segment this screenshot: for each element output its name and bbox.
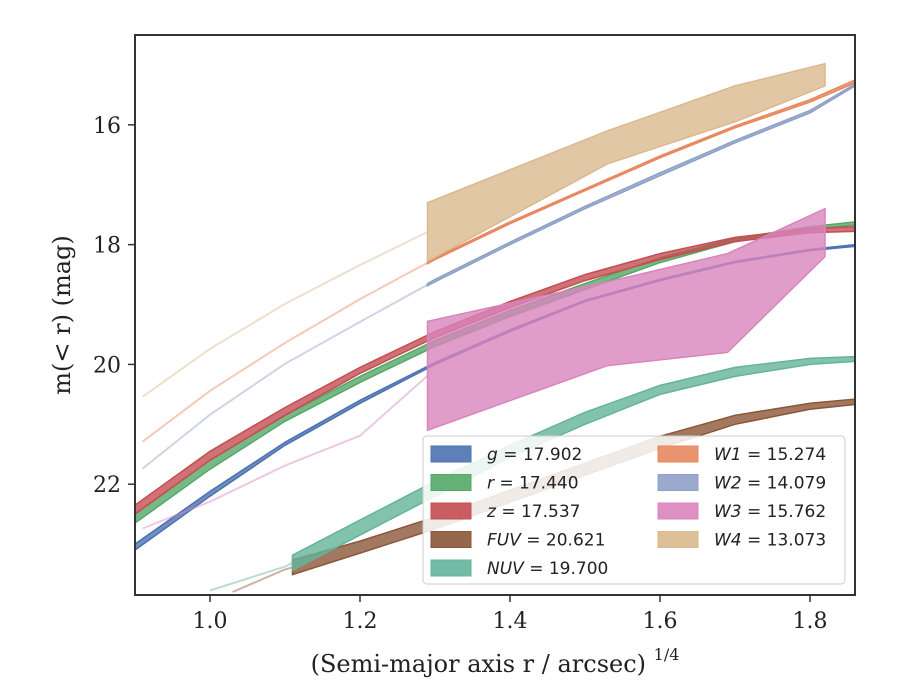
x-tick-label: 1.6: [643, 609, 678, 634]
series-w2-band: [426, 83, 855, 288]
legend-box: [422, 435, 846, 585]
y-axis: 16 18 20 22: [93, 114, 135, 498]
x-tick-label: 1.4: [493, 609, 528, 634]
series-z: [135, 225, 855, 516]
legend-label-nuv: NUV = 19.700: [487, 559, 608, 579]
series-w4: [141, 62, 826, 398]
legend-swatch-nuv: [430, 559, 472, 577]
legend-label-fuv: FUV = 20.621: [487, 531, 605, 551]
legend-label-g: g = 17.902: [487, 445, 582, 465]
plot-frame: [134, 34, 856, 596]
x-tick-label: 1.2: [343, 609, 378, 634]
x-tick-label: 1.8: [793, 609, 828, 634]
legend-label-w2: W2 = 14.079: [714, 474, 826, 494]
x-tick-label: 1.0: [193, 609, 228, 634]
legend-swatch-z: [430, 502, 472, 520]
series-w1-faded-line: [141, 261, 428, 443]
legend-swatch-r: [430, 474, 472, 491]
series-g-band: [135, 243, 855, 552]
series-w2: [141, 83, 855, 470]
series-nuv-faded-line: [209, 561, 293, 592]
legend-swatch-fuv: [430, 531, 472, 548]
legend-label-w4: W4 = 13.073: [714, 531, 826, 551]
y-tick-label: 16: [93, 114, 121, 139]
series-z-band: [135, 225, 855, 516]
legend-swatch-w2: [657, 474, 699, 491]
series-w1: [141, 79, 855, 443]
series-w3-faded-line: [142, 375, 429, 530]
x-axis-label: (Semi-major axis r / arcsec) 1/4: [311, 645, 680, 678]
series-w1-band: [426, 79, 855, 265]
legend-swatch-w4: [657, 531, 699, 548]
series-r: [135, 221, 855, 525]
y-tick-label: 20: [93, 353, 121, 378]
series-r-band: [135, 221, 855, 525]
legend-label-w3: W3 = 15.762: [714, 502, 826, 522]
series-w4-faded-line: [141, 231, 428, 398]
series-w3: [142, 207, 826, 530]
series-fuv-faded-line: [232, 566, 293, 593]
legend-swatch-w1: [657, 445, 699, 463]
y-tick-label: 18: [93, 234, 121, 259]
legend-label-r: r = 17.440: [487, 474, 579, 494]
x-axis: 1.0 1.2 1.4 1.6 1.8: [193, 595, 828, 634]
legend-label-z: z = 17.537: [486, 502, 580, 522]
x-axis-label-text: (Semi-major axis r / arcsec): [311, 650, 646, 678]
legend: g = 17.902 r = 17.440 z = 17.537 FUV = 20.6…: [422, 435, 846, 585]
series-w3-band: [426, 207, 826, 432]
legend-swatch-w3: [657, 502, 699, 520]
series-w4-band: [426, 62, 826, 263]
legend-swatch-g: [430, 445, 472, 463]
y-tick-label: 22: [93, 473, 121, 498]
y-axis-label: m(< r) (mag): [48, 235, 76, 394]
series-w2-faded-line: [141, 283, 428, 470]
x-axis-label-exponent: 1/4: [654, 645, 680, 664]
legend-label-w1: W1 = 15.274: [714, 445, 826, 465]
series-g: [135, 243, 855, 552]
